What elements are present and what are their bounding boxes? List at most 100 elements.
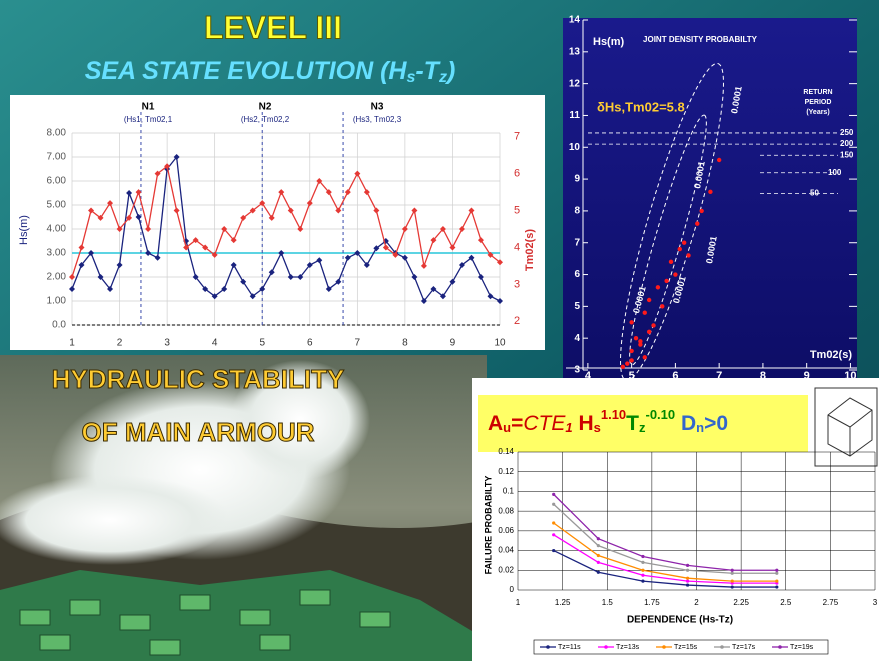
formula-part: n bbox=[696, 420, 704, 435]
annotation: δHs,Tm02=5.8 bbox=[597, 99, 685, 114]
return-period-label: 150 bbox=[840, 150, 854, 159]
slide: LEVEL III SEA STATE EVOLUTION (Hs-Tz) HY… bbox=[0, 0, 879, 661]
y-tick-label: 1.00 bbox=[47, 296, 67, 307]
y-tick-label: 0.06 bbox=[498, 526, 514, 535]
x-tick-label: 1.5 bbox=[602, 598, 614, 607]
subtitle-part: s bbox=[406, 69, 415, 86]
formula-part: A bbox=[488, 412, 503, 435]
x-tick-label: 5 bbox=[629, 370, 635, 382]
data-point bbox=[634, 336, 638, 340]
y2-tick-label: 2 bbox=[514, 315, 520, 327]
data-point bbox=[621, 365, 625, 369]
y-axis-label: FAILURE PROBABILTY bbox=[483, 476, 493, 575]
annotation-detail: (Hs2, Tm02,2 bbox=[241, 115, 290, 124]
legend-swatch bbox=[604, 645, 608, 649]
x-tick-label: 6 bbox=[307, 338, 313, 349]
y2-tick-label: 7 bbox=[514, 131, 520, 143]
y-tick-label: 0.02 bbox=[498, 565, 514, 574]
data-point bbox=[597, 571, 600, 574]
y2-tick-label: 6 bbox=[514, 168, 520, 180]
data-point bbox=[647, 330, 651, 334]
data-point bbox=[673, 272, 677, 276]
data-point bbox=[629, 358, 633, 362]
page: LEVEL III SEA STATE EVOLUTION (Hs-Tz) HY… bbox=[0, 0, 879, 666]
formula-part: -0.10 bbox=[646, 407, 676, 422]
data-point bbox=[775, 572, 778, 575]
annotation: N2 bbox=[259, 102, 272, 113]
y-tick-label: 6.00 bbox=[47, 176, 67, 187]
data-point bbox=[686, 569, 689, 572]
return-period-label: 50 bbox=[810, 189, 819, 198]
legend-swatch bbox=[720, 645, 724, 649]
y-tick-label: 4 bbox=[574, 333, 580, 344]
data-point bbox=[660, 304, 664, 308]
data-point bbox=[552, 493, 555, 496]
x-tick-label: 6 bbox=[672, 370, 678, 382]
annotation-detail: (Hs1, Tm02,1 bbox=[124, 115, 173, 124]
y2-axis-label: Tm02(s) bbox=[524, 229, 536, 272]
x-tick-label: 2 bbox=[694, 598, 699, 607]
formula-part: u bbox=[503, 420, 511, 435]
y2-tick-label: 5 bbox=[514, 204, 520, 216]
data-point bbox=[686, 583, 689, 586]
y-tick-label: 0.1 bbox=[503, 487, 515, 496]
data-point bbox=[552, 533, 555, 536]
slide-subtitle: SEA STATE EVOLUTION (Hs-Tz) bbox=[85, 57, 456, 87]
formula-part: D bbox=[675, 412, 696, 435]
data-point bbox=[641, 580, 644, 583]
y-axis-label: Hs(m) bbox=[18, 215, 30, 245]
data-point bbox=[775, 580, 778, 583]
x-tick-label: 1 bbox=[516, 598, 521, 607]
y-tick-label: 0.14 bbox=[498, 447, 514, 456]
data-point bbox=[678, 247, 682, 251]
data-point bbox=[664, 279, 668, 283]
data-point bbox=[625, 361, 629, 365]
data-point bbox=[641, 574, 644, 577]
x-tick-label: 10 bbox=[494, 338, 506, 349]
data-point bbox=[552, 549, 555, 552]
y2-tick-label: 3 bbox=[514, 278, 520, 290]
legend-label: Tz=19s bbox=[790, 644, 814, 651]
y2-tick-label: 4 bbox=[514, 241, 520, 253]
x-tick-label: 2 bbox=[117, 338, 123, 349]
x-tick-label: 9 bbox=[450, 338, 456, 349]
data-point bbox=[643, 355, 647, 359]
data-point bbox=[629, 320, 633, 324]
return-period-label: 100 bbox=[828, 168, 842, 177]
y-tick-label: 8.00 bbox=[47, 128, 67, 139]
legend-label: Tz=17s bbox=[732, 644, 756, 651]
x-tick-label: 1 bbox=[69, 338, 75, 349]
y-tick-label: 9 bbox=[574, 174, 580, 185]
y-tick-label: 13 bbox=[569, 46, 581, 57]
x-axis-label: DEPENDENCE (Hs-Tz) bbox=[627, 615, 733, 626]
formula-part: 1 bbox=[565, 420, 572, 435]
formula-part: >0 bbox=[704, 412, 728, 435]
y-tick-label: 5 bbox=[574, 301, 580, 312]
slide-title: LEVEL III bbox=[204, 9, 342, 45]
data-point bbox=[708, 190, 712, 194]
return-period-title: PERIOD bbox=[805, 99, 832, 106]
data-point bbox=[629, 349, 633, 353]
x-tick-label: 1.75 bbox=[644, 598, 660, 607]
data-point bbox=[731, 585, 734, 588]
y-tick-label: 4.00 bbox=[47, 224, 67, 235]
return-period-title: RETURN bbox=[803, 89, 832, 96]
annotation: N3 bbox=[371, 102, 384, 113]
formula-part: z bbox=[639, 420, 646, 435]
return-period-label: 200 bbox=[840, 139, 854, 148]
data-point bbox=[656, 285, 660, 289]
x-tick-label: 2.5 bbox=[780, 598, 792, 607]
data-point bbox=[731, 572, 734, 575]
photo bbox=[0, 355, 487, 661]
subtitle-part: z bbox=[438, 69, 447, 86]
data-point bbox=[731, 580, 734, 583]
y-tick-label: 5.00 bbox=[47, 200, 67, 211]
x-tick-label: 2.25 bbox=[733, 598, 749, 607]
data-point bbox=[552, 503, 555, 506]
cube-icon bbox=[815, 388, 877, 466]
y-tick-label: 0.0 bbox=[52, 320, 66, 331]
data-point bbox=[597, 554, 600, 557]
y-tick-label: 10 bbox=[569, 142, 581, 153]
data-point bbox=[686, 564, 689, 567]
y-tick-label: 2.00 bbox=[47, 272, 67, 283]
